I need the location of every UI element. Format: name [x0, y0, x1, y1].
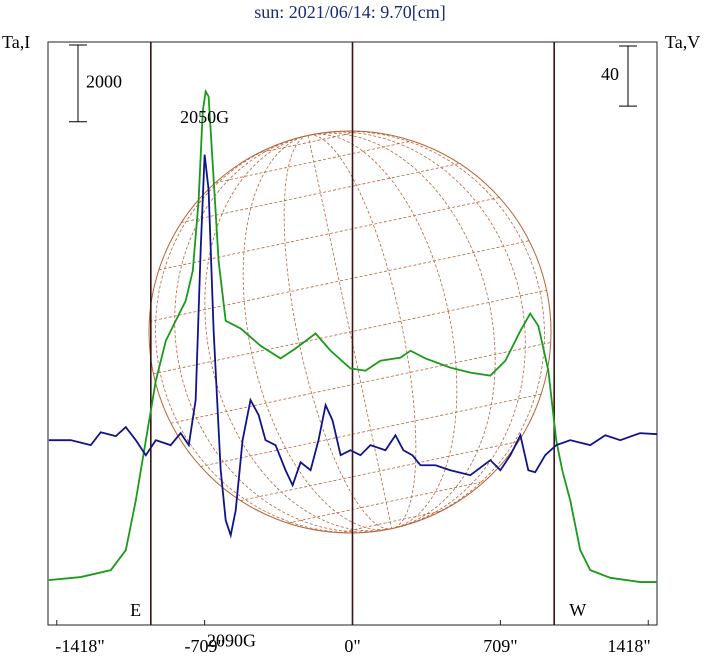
parallel [339, 510, 442, 534]
parallel [153, 289, 547, 375]
solar-disk-grid [148, 130, 552, 534]
parallel [200, 393, 542, 467]
scale-bar-label: 40 [601, 64, 619, 84]
y-axis-label: Ta,I [2, 32, 30, 52]
x-tick-label: -709" [184, 636, 224, 656]
parallel [215, 140, 413, 184]
parallel [287, 480, 485, 524]
parallel [181, 163, 460, 223]
x-tick-label: 709" [483, 636, 517, 656]
heliographic-grid [149, 130, 551, 534]
chart-title: sun: 2021/06/14: 9.70[cm] [254, 2, 446, 22]
annotation: 2090G [207, 630, 256, 650]
parallel [258, 130, 361, 154]
annotation: E [130, 600, 141, 620]
x-tick-label: 1418" [607, 636, 650, 656]
series-line [48, 88, 658, 583]
x-tick-label: 0" [344, 636, 360, 656]
scale-bar-label: 2000 [86, 71, 122, 91]
parallel [158, 197, 500, 271]
annotation: W [569, 600, 586, 620]
parallel [240, 441, 519, 501]
parallel [149, 240, 530, 322]
x-tick-label: -1418" [55, 636, 104, 656]
y2-axis-label: Ta,V [665, 32, 700, 52]
annotation: 2050G [180, 107, 229, 127]
parallel [170, 342, 551, 424]
series-line [48, 154, 658, 539]
